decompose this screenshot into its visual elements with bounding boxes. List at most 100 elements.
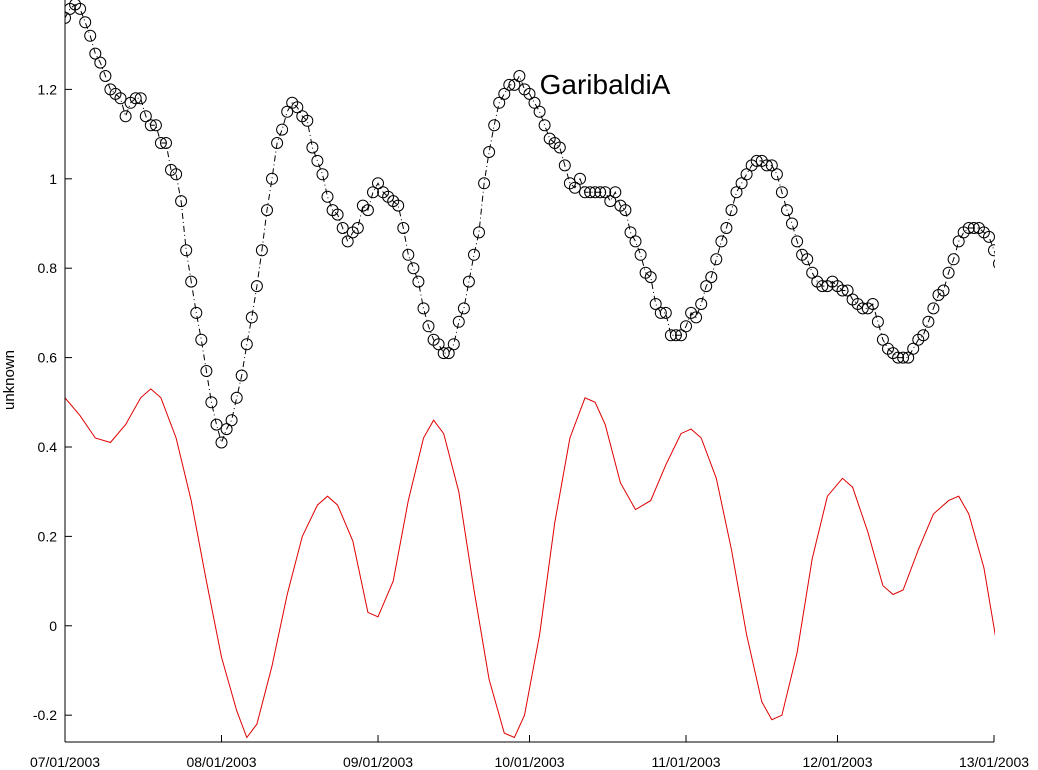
- data-point-marker: [89, 47, 102, 60]
- data-point-marker: [897, 351, 910, 364]
- data-point-marker: [250, 280, 263, 293]
- data-point-marker: [144, 119, 157, 132]
- data-point-marker: [175, 195, 188, 208]
- data-point-marker: [99, 70, 112, 82]
- data-point-marker: [316, 168, 329, 181]
- x-tick-label: 12/01/2003: [802, 754, 872, 770]
- series-line-red: [65, 388, 995, 739]
- data-point-marker: [553, 141, 566, 154]
- data-point-marker: [452, 315, 465, 328]
- data-point-marker: [664, 329, 677, 342]
- data-point-marker: [892, 351, 905, 364]
- x-tick-label: 09/01/2003: [343, 754, 413, 770]
- data-point-marker: [160, 137, 172, 149]
- data-point-marker: [200, 365, 213, 377]
- data-point-marker: [609, 186, 622, 199]
- data-point-marker: [336, 222, 349, 234]
- data-point-marker: [856, 302, 869, 315]
- data-point-marker: [993, 259, 995, 269]
- data-point-marker: [245, 311, 258, 324]
- data-point-marker: [493, 96, 506, 109]
- x-tick-label: 07/01/2003: [30, 754, 100, 770]
- data-point-marker: [367, 186, 379, 199]
- data-point-marker: [422, 320, 435, 333]
- data-point-marker: [508, 78, 521, 91]
- data-point-marker: [407, 262, 420, 275]
- data-point-marker: [185, 275, 198, 288]
- y-tick-label: 1: [49, 171, 57, 187]
- data-point-marker: [65, 11, 71, 24]
- data-point-marker: [599, 186, 612, 199]
- data-point-marker: [331, 208, 344, 221]
- data-point-marker: [781, 204, 793, 217]
- data-point-marker: [225, 414, 238, 427]
- data-point-marker: [402, 248, 415, 261]
- data-point-marker: [513, 70, 526, 82]
- data-point-marker: [675, 329, 687, 342]
- data-point-marker: [690, 311, 703, 324]
- data-point-marker: [705, 271, 718, 284]
- data-point-marker: [574, 172, 586, 185]
- data-point-marker: [468, 248, 480, 261]
- data-point-marker: [725, 204, 738, 217]
- y-tick-label: 0: [49, 618, 57, 634]
- data-point-marker: [114, 92, 127, 105]
- data-point-marker: [240, 338, 253, 351]
- data-point-marker: [139, 110, 152, 123]
- data-point-marker: [276, 123, 289, 136]
- data-point-marker: [478, 177, 491, 190]
- data-point-marker: [710, 253, 723, 266]
- data-point-marker: [538, 119, 551, 132]
- data-point-marker: [816, 280, 829, 293]
- data-point-marker: [220, 423, 233, 436]
- data-point-marker: [79, 16, 92, 29]
- data-point-marker: [74, 2, 87, 15]
- data-point-marker: [836, 284, 849, 297]
- data-point-marker: [447, 338, 460, 351]
- y-tick-label: 0.4: [38, 439, 58, 455]
- data-point-marker: [760, 159, 773, 172]
- data-point-marker: [680, 320, 692, 333]
- data-point-marker: [457, 302, 470, 315]
- data-point-marker: [523, 87, 536, 100]
- x-tick-label: 11/01/2003: [652, 754, 721, 770]
- data-point-marker: [230, 391, 243, 404]
- data-point-marker: [432, 338, 445, 351]
- data-point-marker: [392, 199, 405, 212]
- data-point-marker: [442, 347, 455, 360]
- y-tick-label: 0.8: [38, 260, 58, 276]
- data-point-marker: [154, 137, 167, 149]
- data-point-marker: [604, 195, 617, 208]
- data-point-marker: [579, 186, 591, 199]
- data-point-marker: [372, 177, 384, 190]
- data-point-marker: [558, 159, 571, 172]
- data-point-marker: [866, 298, 879, 310]
- series-line-black: [65, 3, 995, 445]
- data-point-marker: [634, 248, 647, 261]
- data-point-marker: [871, 315, 884, 328]
- data-point-marker: [437, 347, 450, 360]
- data-point-marker: [786, 217, 798, 230]
- data-point-marker: [568, 181, 581, 194]
- data-point-marker: [659, 306, 672, 319]
- series-layer: [65, 0, 995, 739]
- data-point-marker: [735, 177, 748, 190]
- data-point-marker: [695, 298, 708, 310]
- data-point-marker: [473, 226, 485, 239]
- data-point-marker: [417, 302, 430, 315]
- data-point-marker: [644, 271, 657, 284]
- x-tick-label: 08/01/2003: [186, 754, 256, 770]
- data-point-marker: [594, 186, 607, 199]
- data-point-marker: [341, 235, 354, 248]
- data-point-marker: [584, 186, 597, 199]
- y-tick-label: 1.2: [38, 81, 58, 97]
- data-point-marker: [791, 235, 804, 248]
- data-point-marker: [412, 275, 425, 288]
- data-point-marker: [967, 222, 980, 234]
- y-tick-label: 0.6: [38, 350, 58, 366]
- x-axis-ticks: 07/01/2003 08/01/2003 09/01/2003 10/01/2003…: [30, 735, 1029, 770]
- data-point-marker: [750, 154, 763, 167]
- data-point-marker: [629, 235, 642, 248]
- data-point-marker: [180, 244, 193, 257]
